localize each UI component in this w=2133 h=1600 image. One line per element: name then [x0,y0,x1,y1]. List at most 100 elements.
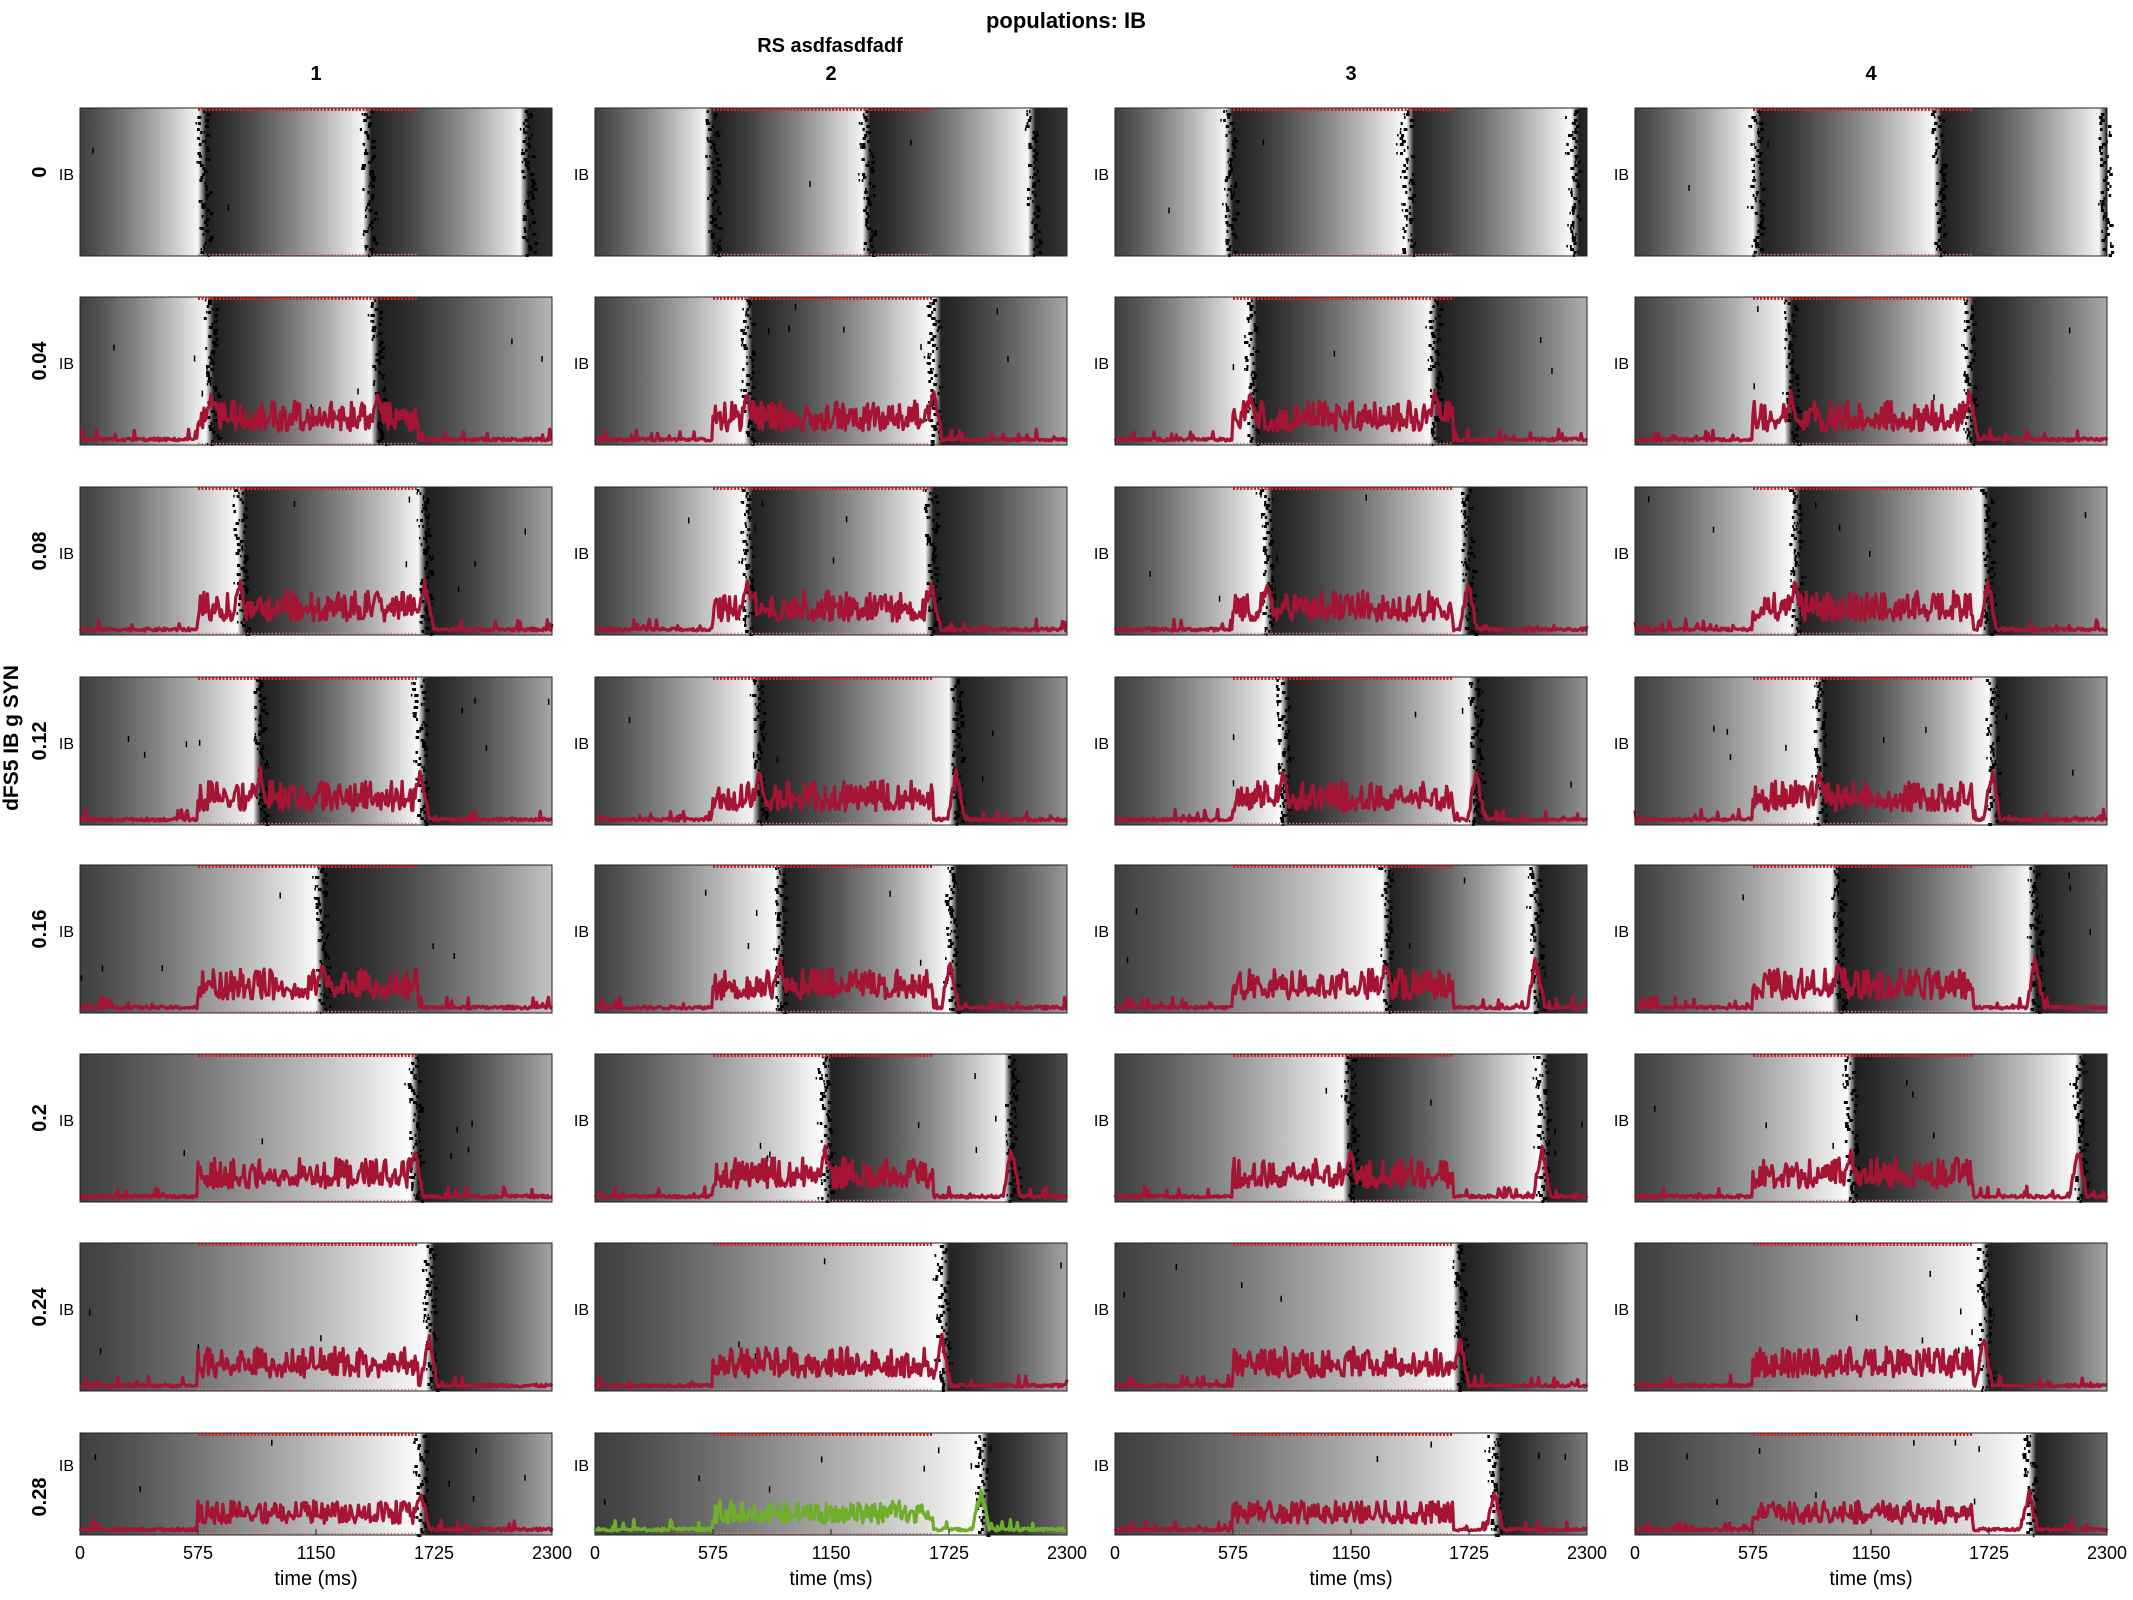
spike-tick [931,398,936,401]
spike-tick [1477,814,1483,817]
spike-tick [1235,212,1240,215]
spike-tick [1793,537,1798,540]
firing-rate-trace [1113,390,1589,443]
spike-tick [745,311,748,314]
spike-tick [204,170,207,173]
row-label-0.12: 0.12 [29,722,51,761]
spike-tick [1468,682,1474,685]
spike-tick [751,612,756,615]
spike-tick [1965,377,1970,380]
spike-tick [1437,338,1441,341]
spike-tick [371,173,374,176]
spike-tick [317,903,322,906]
spike-tick [960,691,962,694]
firing-rate-trace [79,964,554,1011]
spike-tick [765,796,768,799]
spike-tick [1935,149,1938,152]
spike-tick [1816,817,1820,820]
spike-tick [863,209,867,212]
spike-tick [1992,763,1997,766]
spike-tick [317,918,320,921]
spike-tick [1989,582,1994,585]
spike-tick [316,969,318,972]
spike-tick [318,999,322,1002]
firing-rate-trace [593,390,1068,443]
spike-tick [1034,224,1037,227]
spike-tick [1270,510,1272,513]
spike-tick [777,1008,782,1011]
panel-frame [594,107,1068,257]
spike-tick [2107,221,2111,224]
spike-tick [1815,682,1818,685]
spike-tick [256,679,261,682]
spike-tick [707,167,711,170]
spike-tick [1574,146,1577,149]
spike-tick [717,131,720,134]
spike-tick [1032,218,1035,221]
spike-tick [1989,700,1992,703]
spike-tick [745,567,748,570]
spike-tick [368,200,371,203]
spike-tick [418,525,420,528]
panel-frame [1114,676,1588,826]
spike-tick [1228,173,1230,176]
spike-tick [1943,251,1947,254]
spike-tick [1472,630,1475,633]
spike-tick [1469,552,1474,555]
spike-tick [745,314,747,317]
spike-tick [932,359,936,362]
spike-tick [2099,149,2101,152]
spike-tick [1230,191,1233,194]
spike-tick [1753,143,1755,146]
spike-tick [1028,143,1031,146]
panel-background [595,108,1067,256]
spike-tick [785,1011,787,1014]
spike-tick [1233,218,1237,221]
spike-tick [207,377,211,380]
spike-tick [1033,173,1035,176]
spike-tick [1460,492,1465,495]
spike-tick [749,585,754,588]
spike-tick [958,736,961,739]
spike-tick [1224,179,1228,182]
spike-tick [1792,516,1795,519]
spike-tick [214,314,218,317]
spike-tick [235,552,240,555]
spike-tick [425,609,430,612]
spike-tick [1470,697,1475,700]
spike-tick [1028,125,1030,128]
spike-tick [1788,353,1791,356]
panel-frame [1634,486,2108,636]
spike-tick [742,332,747,335]
spike-tick [925,419,928,422]
spike-tick [1466,516,1469,519]
spike-tick [1937,245,1941,248]
spike-tick [426,498,430,501]
spike-tick [210,350,216,353]
spike-tick [1963,320,1966,323]
spike-tick [955,730,957,733]
spike-tick [1026,188,1031,191]
spike-tick [428,531,430,534]
spike-tick [1475,787,1480,790]
spike-tick [1476,679,1480,682]
spike-tick [2102,218,2105,221]
spike-tick [745,576,747,579]
panel-frame [1114,486,1588,636]
spike-tick [1228,224,1233,227]
spike-tick [525,137,527,140]
spike-tick [1037,230,1041,233]
spike-tick [1796,440,1799,443]
spike-tick [202,164,204,167]
spike-tick [1402,251,1407,254]
spike-tick [213,332,217,335]
spike-tick [217,395,222,398]
spike-tick [2098,203,2100,206]
spike-tick [262,745,265,748]
spike-tick [1805,576,1807,579]
spike-tick [210,362,215,365]
spike-tick [1474,706,1477,709]
spike-tick [423,501,426,504]
spike-tick [1985,579,1987,582]
spike-tick [1260,489,1265,492]
